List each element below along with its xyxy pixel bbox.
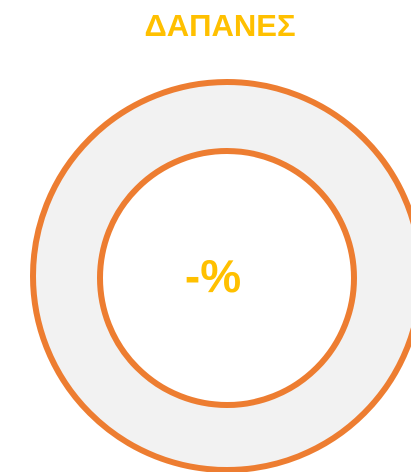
inner-circle bbox=[97, 148, 357, 408]
title: ΔΑΠΑΝΕΣ bbox=[144, 8, 295, 43]
center-label: -% bbox=[185, 250, 241, 302]
